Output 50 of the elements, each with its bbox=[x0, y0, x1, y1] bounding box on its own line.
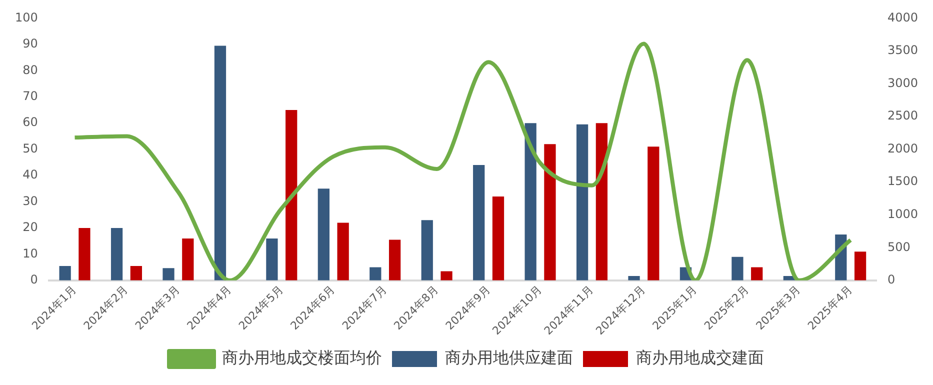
y-tick-label: 60 bbox=[22, 115, 38, 130]
y2-tick-label: 3500 bbox=[887, 43, 918, 58]
legend-label: 商办用地成交楼面均价 bbox=[222, 348, 382, 368]
y2-tick-label: 0 bbox=[887, 272, 896, 287]
bar bbox=[130, 266, 142, 280]
y2-tick-label: 1500 bbox=[887, 174, 918, 188]
y2-tick-label: 500 bbox=[887, 240, 910, 254]
y-tick-label: 100 bbox=[15, 10, 38, 24]
bar bbox=[576, 124, 588, 280]
y-tick-label: 90 bbox=[22, 36, 38, 51]
bar bbox=[78, 228, 90, 280]
bar bbox=[388, 240, 401, 280]
legend-label: 商办用地供应建面 bbox=[445, 348, 573, 368]
bar bbox=[370, 267, 382, 280]
legend-label: 商办用地成交建面 bbox=[636, 348, 764, 368]
bar bbox=[596, 123, 608, 280]
y-tick-label: 50 bbox=[22, 141, 38, 156]
bar bbox=[732, 256, 744, 280]
bar bbox=[854, 252, 866, 280]
bar bbox=[524, 123, 536, 280]
bar bbox=[421, 220, 433, 280]
y2-tick-label: 1000 bbox=[887, 206, 918, 221]
bar bbox=[318, 188, 330, 280]
bar bbox=[440, 271, 452, 280]
bar bbox=[751, 267, 763, 280]
bar bbox=[266, 238, 278, 280]
bar bbox=[59, 266, 71, 280]
y-tick-label: 80 bbox=[22, 62, 38, 77]
y-tick-label: 20 bbox=[22, 220, 38, 234]
y-tick-label: 70 bbox=[22, 88, 38, 103]
y-tick-label: 30 bbox=[22, 194, 38, 208]
y2-tick-label: 2000 bbox=[887, 141, 918, 156]
y-tick-label: 10 bbox=[22, 246, 38, 260]
y2-tick-label: 4000 bbox=[887, 10, 918, 24]
bar bbox=[286, 110, 298, 280]
line-series bbox=[72, 42, 853, 280]
bar bbox=[182, 238, 194, 280]
bar bbox=[492, 196, 504, 280]
bar bbox=[162, 268, 174, 280]
y-tick-label: 40 bbox=[22, 168, 38, 182]
bar bbox=[214, 46, 226, 280]
bar bbox=[473, 165, 485, 280]
y2-tick-label: 2500 bbox=[887, 108, 918, 123]
y2-tick-label: 3000 bbox=[887, 76, 918, 90]
y-tick-label: 0 bbox=[30, 272, 38, 287]
bar bbox=[337, 222, 349, 280]
bar bbox=[544, 144, 556, 280]
bar bbox=[110, 228, 123, 280]
bar bbox=[628, 276, 640, 280]
bar bbox=[648, 146, 660, 280]
